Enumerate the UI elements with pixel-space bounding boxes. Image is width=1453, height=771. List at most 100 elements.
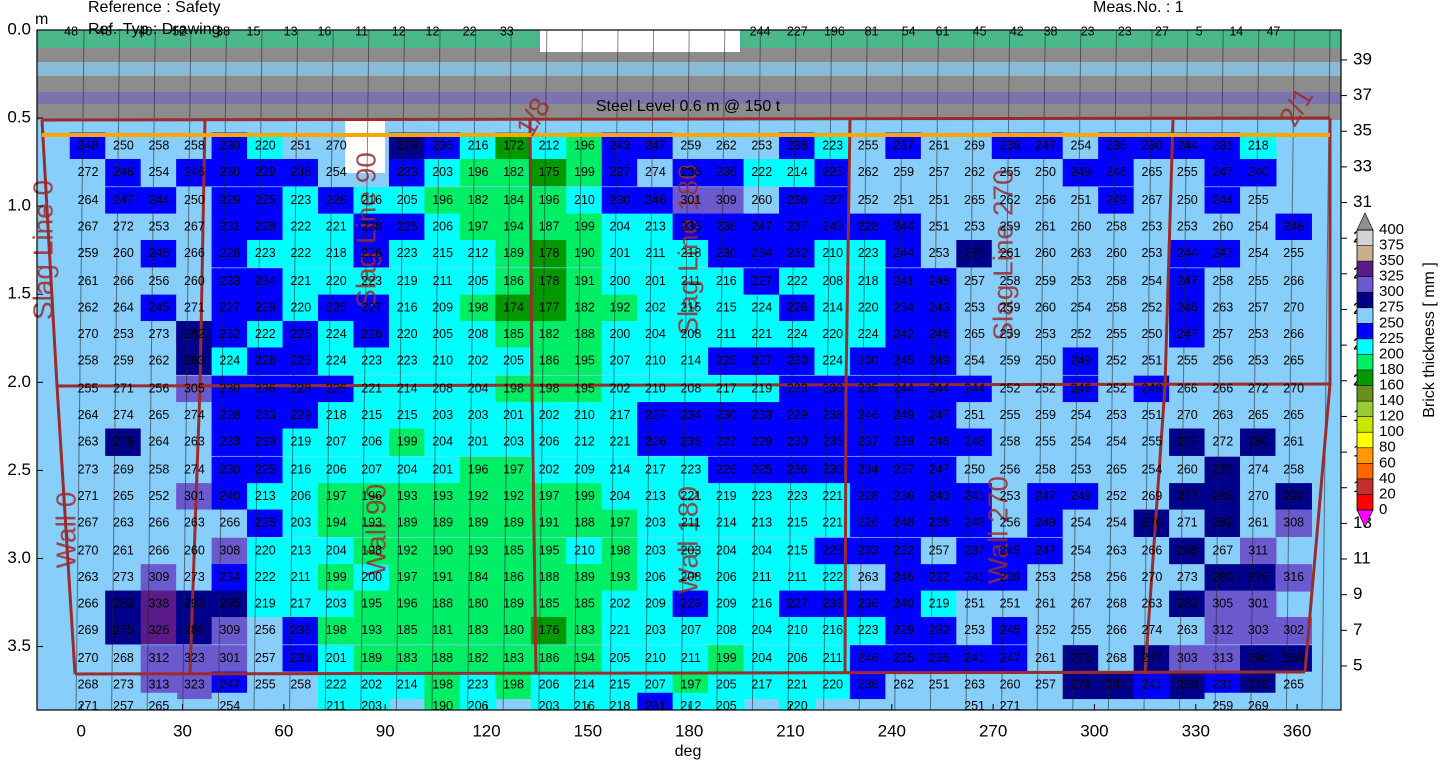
- cell-label: 223: [858, 246, 879, 260]
- cell: [637, 213, 674, 242]
- cell-label: 312: [1212, 623, 1233, 637]
- cell-label: 198: [326, 623, 347, 637]
- cell: [140, 268, 178, 296]
- cell-label: 241: [964, 651, 985, 665]
- cell: [140, 213, 178, 242]
- cell: [1062, 321, 1100, 349]
- cell: [176, 321, 213, 349]
- cell-label: 247: [1177, 274, 1198, 288]
- cell: [743, 240, 781, 268]
- colorbar-band: [1357, 276, 1373, 293]
- cell-label: 198: [610, 544, 631, 558]
- cell: [495, 268, 532, 296]
- cell: [459, 456, 497, 485]
- cell-label: 232: [929, 623, 950, 637]
- cell: [672, 321, 710, 349]
- cell: [530, 268, 568, 296]
- cell: [920, 347, 958, 375]
- cell: [708, 294, 745, 323]
- cell-label: 197: [539, 489, 560, 503]
- cell-label: 233: [219, 435, 240, 449]
- cell-label: 203: [326, 597, 347, 611]
- measure-line: [467, 30, 477, 710]
- cell-label: 234: [893, 301, 914, 315]
- cell: [779, 483, 816, 511]
- cell-label: 249: [1141, 382, 1162, 396]
- cell-label: 260: [1212, 220, 1233, 234]
- cell-label: 262: [148, 353, 169, 367]
- cell-label: 259: [1000, 353, 1021, 367]
- cell-label: 226: [645, 435, 666, 449]
- cell: [530, 509, 568, 537]
- cell-label: 226: [326, 382, 347, 396]
- cell-label: 254: [964, 353, 985, 367]
- cell: [956, 187, 993, 215]
- cell: [1027, 158, 1064, 187]
- cell: [318, 617, 355, 645]
- y2-tick-label: 5: [1353, 655, 1362, 674]
- x-tick-label: 90: [376, 721, 395, 740]
- cell: [459, 537, 497, 566]
- cell-label: 236: [858, 597, 879, 611]
- cell-label: 251: [964, 699, 985, 713]
- cell: [282, 294, 320, 323]
- cell: [743, 321, 781, 349]
- cell-label: 211: [326, 699, 346, 713]
- cell: [991, 132, 1029, 160]
- cell: [601, 321, 639, 349]
- cell-label: 205: [716, 699, 737, 713]
- cell: [637, 294, 674, 323]
- cell-label: 205: [432, 327, 453, 341]
- cell: [282, 213, 320, 242]
- cell-label: 190: [432, 544, 453, 558]
- cell-label: 228: [219, 408, 240, 422]
- cell: [637, 509, 674, 537]
- cell-label: 188: [574, 327, 595, 341]
- cell: [566, 617, 603, 645]
- cell-label: 246: [113, 165, 134, 179]
- cell: [779, 240, 816, 268]
- measure-line: [111, 30, 121, 710]
- zone-label: Slag Line 90: [350, 152, 381, 308]
- cell: [105, 590, 142, 619]
- cell: [140, 132, 178, 160]
- cell: [566, 456, 603, 485]
- cell-label: 216: [397, 301, 418, 315]
- cell: [388, 537, 426, 566]
- cell-label: 253: [1071, 463, 1092, 477]
- cell: [530, 347, 568, 375]
- cell: [637, 187, 674, 215]
- cell-label: 235: [1106, 139, 1127, 153]
- cell-label: 208: [680, 327, 701, 341]
- cell: [956, 240, 993, 268]
- cell: [991, 537, 1029, 566]
- cell-label: 206: [539, 435, 560, 449]
- cell: [1204, 347, 1242, 375]
- cell: [211, 213, 249, 242]
- cell: [1027, 375, 1064, 404]
- cell-label: 253: [751, 139, 772, 153]
- cell: [1062, 187, 1100, 215]
- colorbar-label: 225: [1379, 330, 1404, 347]
- cell-label: 204: [716, 544, 737, 558]
- cell-label: 230: [219, 165, 240, 179]
- cell-label: 255: [1106, 327, 1127, 341]
- cell-label: 264: [113, 301, 134, 315]
- cell: [1169, 402, 1206, 430]
- cell: [388, 402, 426, 430]
- cell: [1169, 294, 1206, 323]
- cell: [672, 187, 710, 215]
- measure-line: [751, 30, 761, 710]
- cell-label: 203: [468, 408, 489, 422]
- cell: [1240, 590, 1277, 619]
- cell-label: 277: [1177, 489, 1198, 503]
- cell: [637, 428, 674, 456]
- cell-label: 252: [1106, 353, 1127, 367]
- cell: [1275, 671, 1312, 700]
- cell-label: 260: [113, 246, 134, 260]
- cell-label: 288: [1177, 544, 1198, 558]
- cell: [247, 321, 284, 349]
- cell: [1062, 617, 1100, 645]
- cell-label: 225: [255, 516, 276, 530]
- colorbar-band: [1357, 230, 1373, 246]
